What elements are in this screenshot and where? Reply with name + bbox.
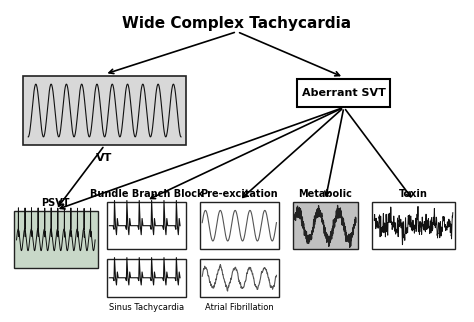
Text: Sinus Tachycardia: Sinus Tachycardia [109, 303, 184, 312]
Bar [107, 202, 186, 249]
Text: Aberrant SVT: Aberrant SVT [302, 88, 386, 98]
Text: VT: VT [96, 153, 113, 163]
Text: Metabolic: Metabolic [298, 189, 352, 199]
Text: Atrial Fibrillation: Atrial Fibrillation [205, 303, 273, 312]
Bar [14, 212, 98, 268]
Bar [107, 259, 186, 297]
Text: PSVT: PSVT [42, 198, 70, 208]
Text: Wide Complex Tachycardia: Wide Complex Tachycardia [122, 16, 352, 31]
Bar [23, 76, 186, 145]
Bar [372, 202, 456, 249]
Text: Pre-excitation: Pre-excitation [201, 189, 278, 199]
Bar [293, 202, 358, 249]
Bar [297, 79, 390, 107]
Bar [200, 202, 279, 249]
Text: Toxin: Toxin [399, 189, 428, 199]
Bar [200, 259, 279, 297]
Text: Bundle Branch Block: Bundle Branch Block [90, 189, 203, 199]
